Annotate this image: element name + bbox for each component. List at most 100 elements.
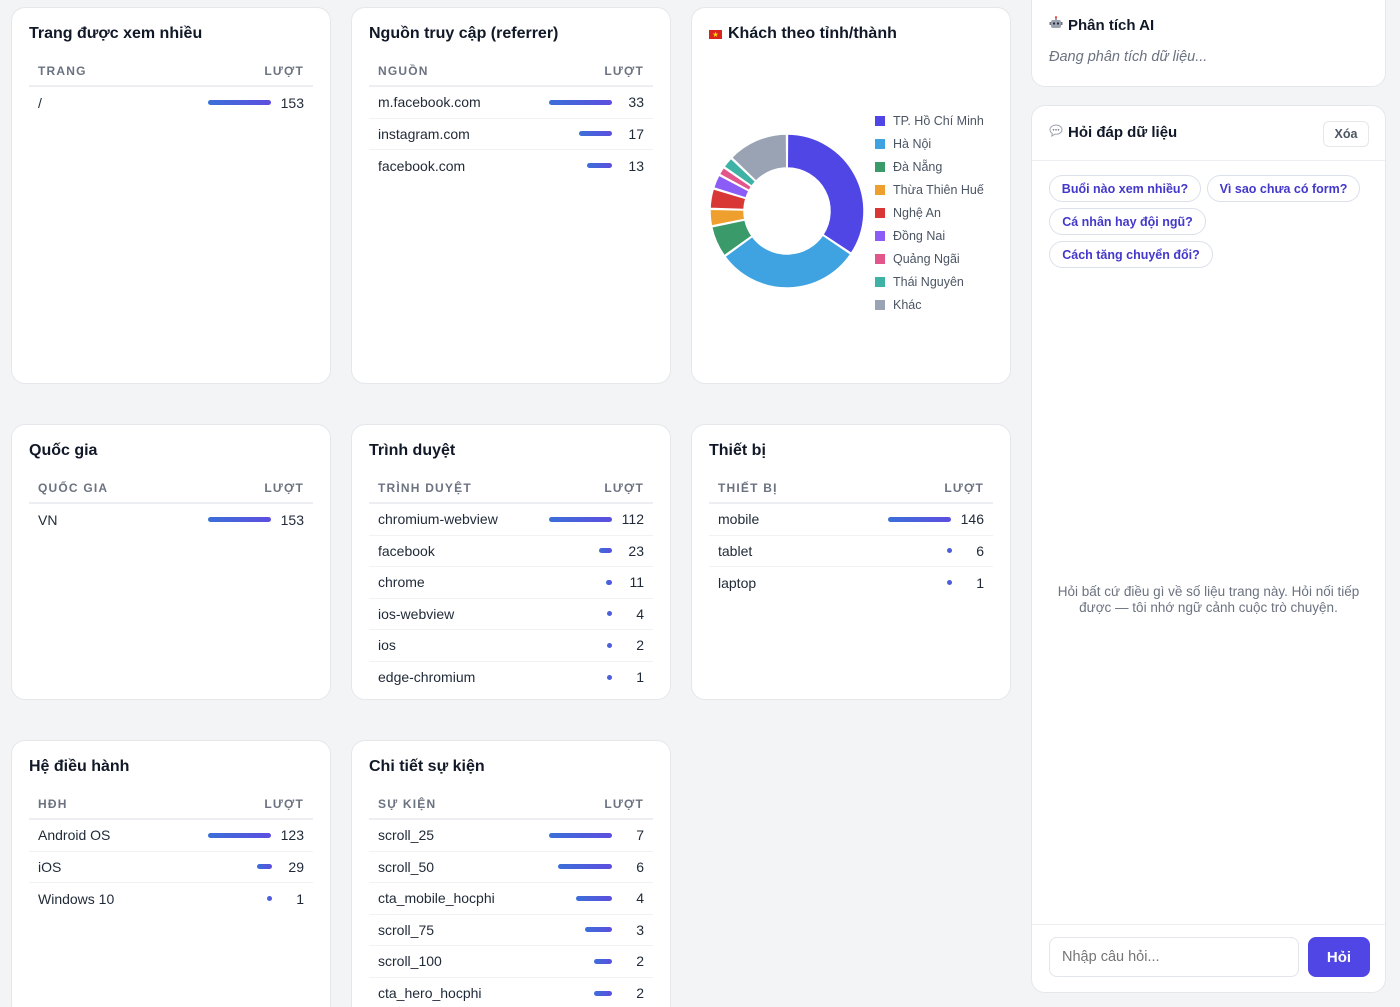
- table-row: laptop 1: [709, 567, 993, 599]
- question-input[interactable]: [1049, 937, 1299, 977]
- row-label: scroll_50: [378, 858, 435, 875]
- row-label: cta_mobile_hocphi: [378, 890, 495, 907]
- column-header-visits: LƯỢT: [604, 63, 644, 78]
- row-value: 112: [621, 511, 644, 528]
- table-row: iOS 29: [29, 852, 313, 883]
- card-title: Khách theo tỉnh/thành: [709, 25, 897, 43]
- table-row: facebook 23: [369, 536, 653, 567]
- ai-analysis-panel: Phân tích AI Đang phân tích dữ liệu...: [1031, 0, 1386, 87]
- table-row: facebook.com 13: [369, 150, 653, 182]
- donut-slice: [786, 133, 865, 255]
- table-row: VN 153: [29, 504, 313, 536]
- suggestion-chip[interactable]: Vì sao chưa có form?: [1207, 175, 1360, 202]
- table-header: TRANG LƯỢT: [29, 56, 313, 87]
- column-header-visits: LƯỢT: [604, 796, 644, 811]
- legend-swatch: [875, 299, 885, 310]
- column-header-browser: TRÌNH DUYỆT: [378, 480, 472, 495]
- row-value: 6: [636, 858, 644, 875]
- row-value: 17: [628, 125, 644, 142]
- column-header-page: TRANG: [38, 63, 87, 78]
- table-row: Windows 10 1: [29, 883, 313, 915]
- table-row: scroll_100 2: [369, 946, 653, 978]
- row-value: 1: [296, 890, 304, 907]
- row-bar: [257, 864, 272, 870]
- column-header-event: SỰ KIỆN: [378, 796, 437, 811]
- row-value: 2: [636, 637, 644, 654]
- table-row: chromium-webview 112: [369, 504, 653, 536]
- row-label: facebook: [378, 542, 435, 559]
- row-bar: [606, 579, 612, 585]
- row-value: 2: [636, 985, 644, 1002]
- table-row: / 153: [29, 87, 313, 119]
- row-label: cta_hero_hocphi: [378, 985, 482, 1002]
- legend-swatch: [875, 184, 885, 195]
- row-bar: [607, 674, 612, 680]
- events-table: SỰ KIỆN LƯỢT scroll_25 7 scroll_50 6 cta_mob…: [369, 789, 653, 1007]
- table-body: m.facebook.com 33 instagram.com 17 facebook.…: [369, 87, 653, 182]
- table-body: VN 153: [29, 504, 313, 536]
- table-header: THIẾT BỊ LƯỢT: [709, 473, 993, 504]
- card-title: Hệ điều hành: [29, 758, 130, 775]
- row-value: 146: [960, 511, 984, 528]
- countries-table: QUỐC GIA LƯỢT VN 153: [29, 473, 313, 536]
- donut-slice: [723, 234, 852, 289]
- row-label: iOS: [38, 858, 62, 875]
- countries-card: Quốc gia QUỐC GIA LƯỢT VN 153: [11, 424, 331, 700]
- devices-card: Thiết bị THIẾT BỊ LƯỢT mobile 146 tablet 6 l…: [691, 424, 1011, 700]
- table-row: edge-chromium 1: [369, 662, 653, 694]
- legend-label: Nghệ An: [893, 205, 941, 220]
- column-header-visits: LƯỢT: [944, 480, 984, 495]
- table-body: scroll_25 7 scroll_50 6 cta_mobile_hocphi 4 sc…: [369, 820, 653, 1007]
- row-value: 1: [976, 574, 984, 591]
- row-label: chrome: [378, 574, 425, 591]
- legend-swatch: [875, 230, 885, 241]
- row-value: 11: [629, 574, 644, 591]
- table-body: mobile 146 tablet 6 laptop 1: [709, 504, 993, 599]
- card-title: Trang được xem nhiều: [29, 25, 203, 42]
- legend-label: Hà Nội: [893, 136, 932, 151]
- legend-swatch: [875, 138, 885, 149]
- qa-panel-title: Hỏi đáp dữ liệu: [1068, 124, 1178, 141]
- row-label: scroll_75: [378, 921, 435, 938]
- clear-button[interactable]: Xóa: [1323, 121, 1369, 147]
- suggestion-chip[interactable]: Cá nhân hay đội ngũ?: [1049, 208, 1206, 235]
- row-value: 3: [636, 921, 644, 938]
- legend-swatch: [875, 115, 885, 126]
- legend-label: Đà Nẵng: [893, 159, 943, 174]
- donut-slice: [730, 133, 788, 183]
- legend-swatch: [875, 161, 885, 172]
- ask-button[interactable]: Hỏi: [1308, 937, 1370, 977]
- column-header-visits: LƯỢT: [264, 796, 304, 811]
- row-bar: [207, 100, 271, 106]
- row-value: 1: [636, 669, 644, 686]
- suggestion-chip[interactable]: Buổi nào xem nhiều?: [1049, 175, 1201, 202]
- ai-status-text: Đang phân tích dữ liệu...: [1049, 49, 1208, 65]
- ai-panel-header: Phân tích AI: [1049, 16, 1154, 34]
- speech-bubble-icon: [1049, 124, 1063, 141]
- table-row: m.facebook.com 33: [369, 87, 653, 119]
- table-row: scroll_25 7: [369, 820, 653, 852]
- legend-label: Thái Nguyên: [893, 274, 964, 289]
- table-row: cta_hero_hocphi 2: [369, 978, 653, 1007]
- qa-title-group: Hỏi đáp dữ liệu: [1049, 124, 1177, 141]
- suggestion-chip[interactable]: Cách tăng chuyển đổi?: [1049, 241, 1213, 268]
- os-card: Hệ điều hành HĐH LƯỢT Android OS 123 iOS 29…: [11, 740, 331, 1007]
- robot-icon: [1049, 16, 1063, 34]
- row-label: facebook.com: [378, 157, 466, 174]
- row-bar: [587, 163, 612, 169]
- row-bar: [947, 548, 952, 554]
- row-bar: [548, 516, 612, 522]
- legend-label: Quảng Ngãi: [893, 251, 960, 266]
- table-row: scroll_50 6: [369, 852, 653, 883]
- table-header: HĐH LƯỢT: [29, 789, 313, 820]
- row-value: 153: [280, 511, 304, 528]
- legend-item: Khác: [875, 293, 984, 316]
- table-row: cta_mobile_hocphi 4: [369, 883, 653, 915]
- row-bar: [594, 990, 612, 996]
- legend-swatch: [875, 276, 885, 287]
- legend-item: Đà Nẵng: [875, 155, 984, 178]
- column-header-source: NGUỒN: [378, 63, 429, 78]
- provinces-card: Khách theo tỉnh/thành TP. Hồ Chí Minh Hà …: [691, 7, 1011, 384]
- table-header: SỰ KIỆN LƯỢT: [369, 789, 653, 820]
- legend-label: Thừa Thiên Huế: [893, 182, 984, 197]
